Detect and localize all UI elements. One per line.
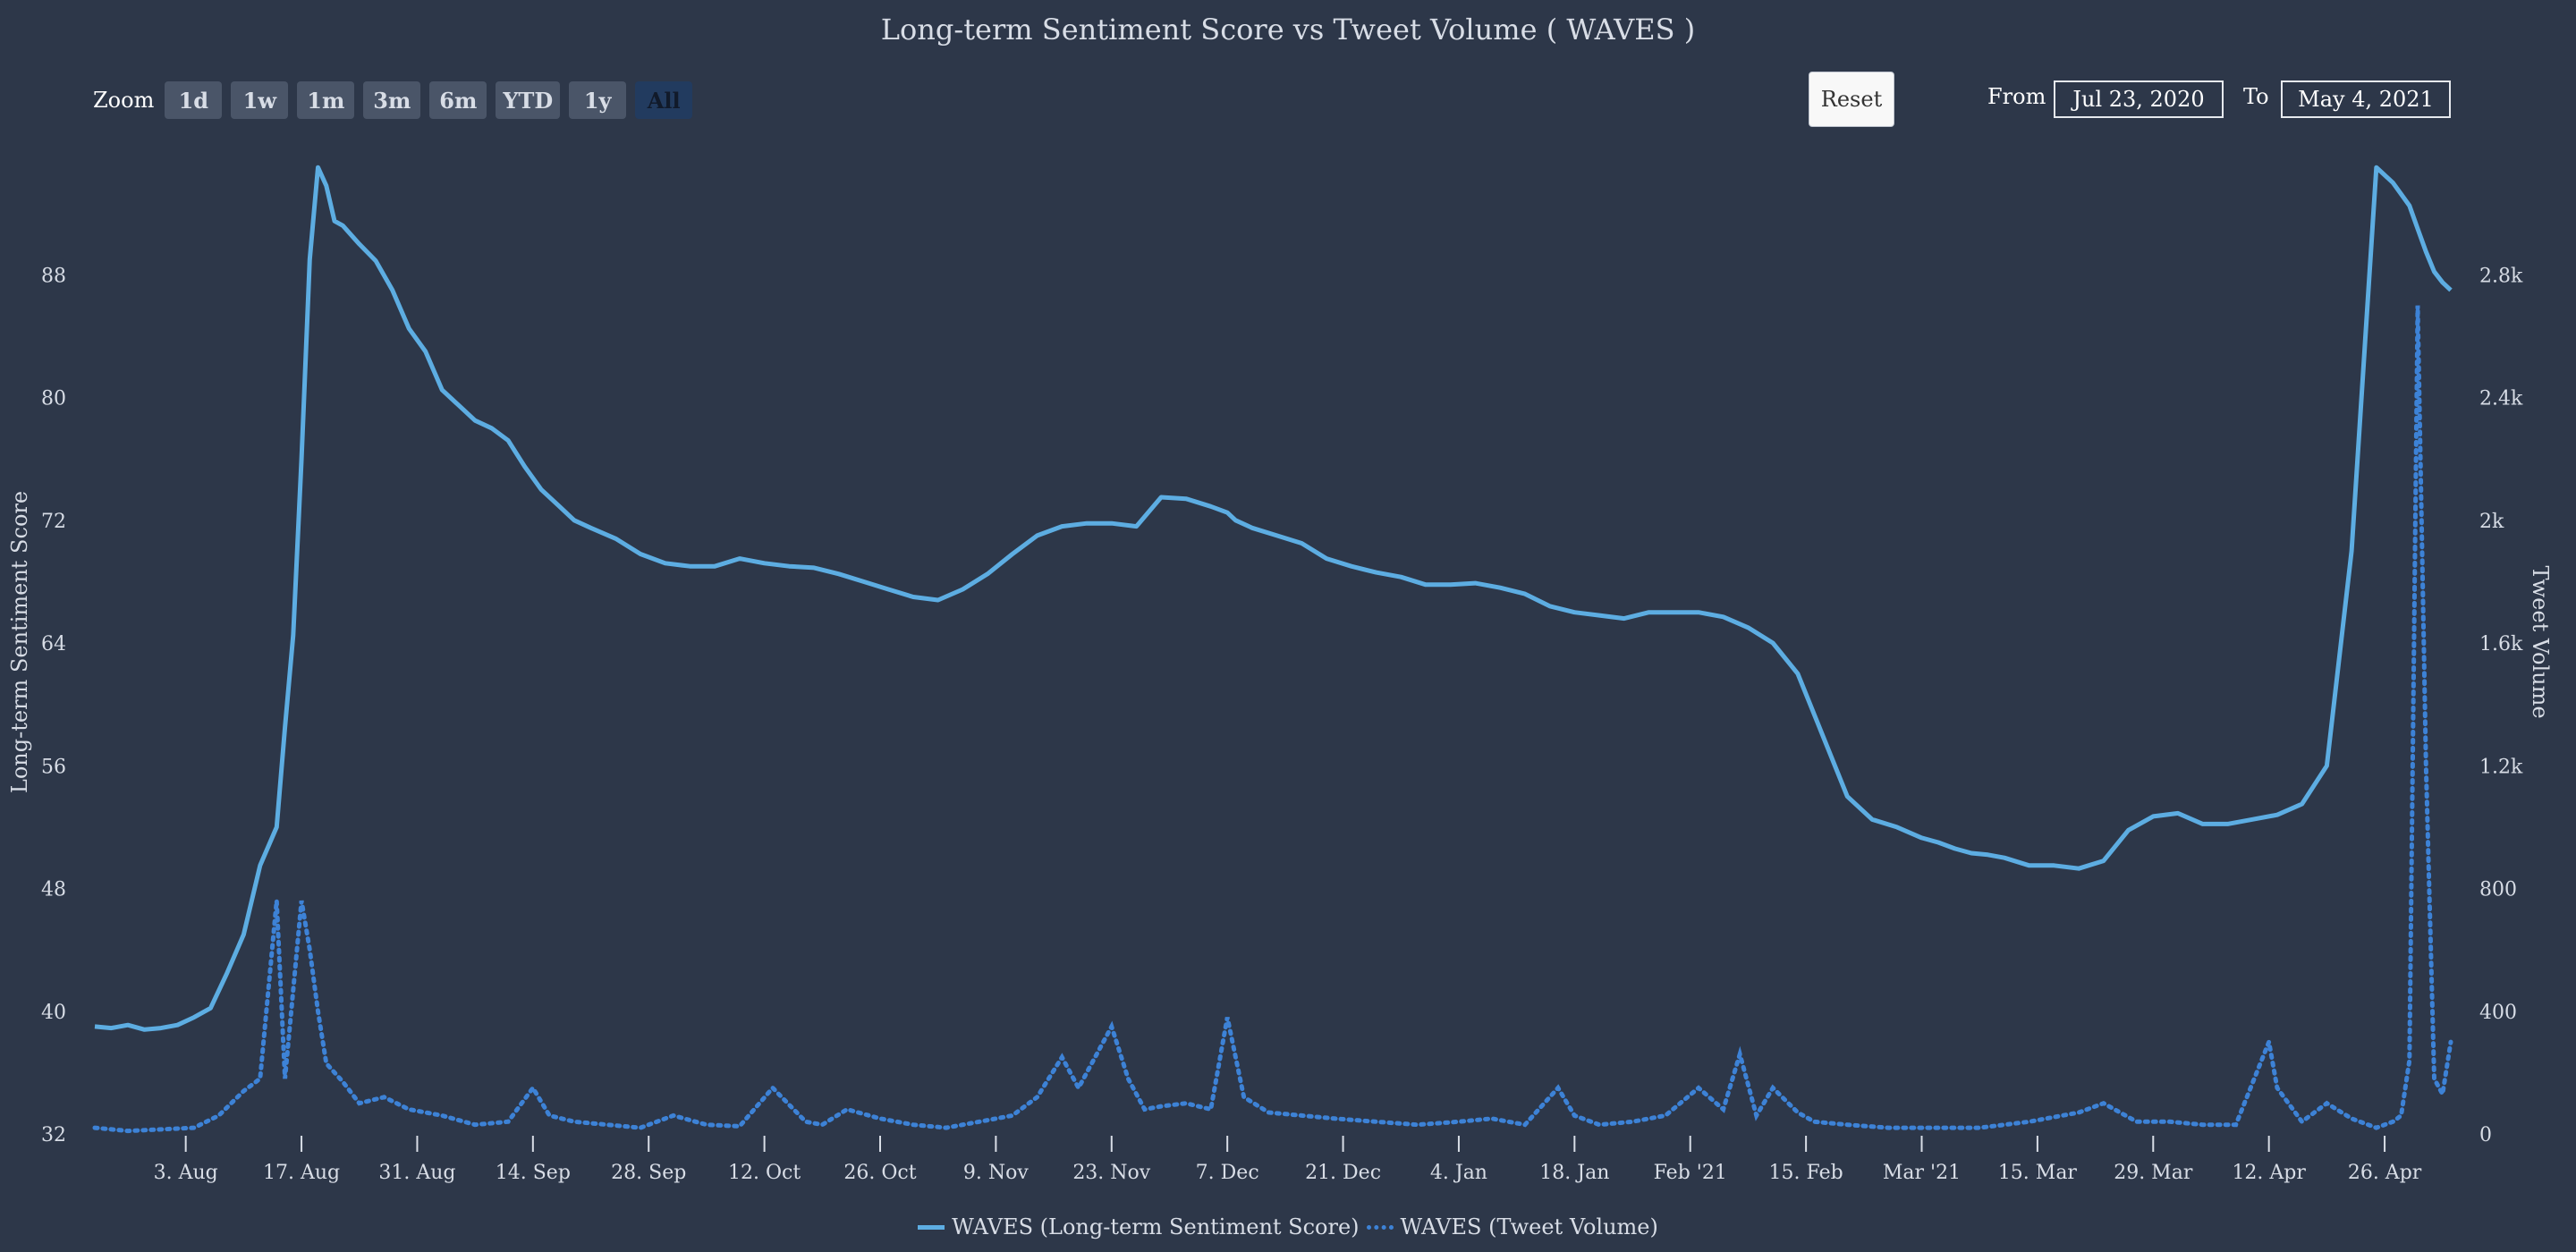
y-axis-right-title: Tweet Volume: [2528, 565, 2553, 718]
y-left-tick-label: 72: [41, 511, 66, 533]
x-tick-label: 18. Jan: [1539, 1162, 1609, 1184]
y-right-tick-label: 2.4k: [2479, 388, 2523, 410]
legend-item-volume[interactable]: WAVES (Tweet Volume): [1366, 1214, 1658, 1239]
y-right-tick-label: 400: [2479, 1002, 2517, 1024]
range-from-label: From: [1987, 84, 2046, 109]
y-axis-left-title: Long-term Sentiment Score: [7, 491, 32, 793]
y-right-tick-label: 1.6k: [2479, 633, 2523, 656]
x-tick-label: Mar '21: [1883, 1162, 1961, 1184]
zoom-label: Zoom: [93, 88, 155, 113]
x-axis: 3. Aug 17. Aug 31. Aug 14. Sep 28. Sep 12. Oc…: [154, 1136, 2422, 1184]
x-tick-label: 3. Aug: [154, 1162, 218, 1184]
x-tick-label: 15. Mar: [1998, 1162, 2078, 1184]
zoom-6m-button[interactable]: 6m: [429, 81, 487, 119]
x-tick-label: 29. Mar: [2114, 1162, 2193, 1184]
y-axis-right: 0 400 800 1.2k 1.6k 2k 2.4k 2.8k: [2479, 265, 2523, 1146]
y-left-tick-label: 80: [41, 388, 66, 410]
legend-item-sentiment[interactable]: WAVES (Long-term Sentiment Score): [918, 1214, 1360, 1239]
x-tick-label: 17. Aug: [263, 1162, 340, 1184]
series-line-tweet-volume[interactable]: [92, 305, 2453, 1134]
x-tick-label: 28. Sep: [611, 1162, 686, 1184]
legend-label-volume: WAVES (Tweet Volume): [1400, 1214, 1658, 1239]
x-tick-label: 21. Dec: [1305, 1162, 1381, 1184]
y-right-tick-label: 0: [2479, 1124, 2492, 1146]
y-left-tick-label: 64: [41, 633, 66, 656]
range-to-label: To: [2243, 84, 2269, 109]
x-tick-label: 15. Feb: [1769, 1162, 1843, 1184]
x-tick-label: 26. Oct: [843, 1162, 916, 1184]
reset-zoom-button[interactable]: Reset: [1809, 72, 1894, 127]
legend-label-sentiment: WAVES (Long-term Sentiment Score): [952, 1214, 1360, 1239]
y-left-tick-label: 40: [41, 1002, 66, 1024]
y-right-tick-label: 1.2k: [2479, 756, 2523, 778]
range-from-input[interactable]: Jul 23, 2020: [2054, 80, 2224, 118]
y-right-tick-label: 800: [2479, 879, 2517, 901]
zoom-1y-button[interactable]: 1y: [569, 81, 627, 119]
zoom-1d-button[interactable]: 1d: [165, 81, 223, 119]
chart-legend: WAVES (Long-term Sentiment Score) WAVES …: [0, 1214, 2576, 1239]
y-left-tick-label: 88: [41, 265, 66, 287]
y-right-tick-label: 2k: [2479, 511, 2504, 533]
legend-swatch-dotted-icon: [1366, 1224, 1394, 1230]
x-tick-label: 31. Aug: [378, 1162, 455, 1184]
legend-swatch-solid-icon: [918, 1224, 945, 1230]
x-tick-label: 14. Sep: [496, 1162, 571, 1184]
series-line-sentiment[interactable]: [94, 165, 2453, 1032]
y-left-tick-label: 32: [41, 1124, 66, 1146]
zoom-3m-button[interactable]: 3m: [363, 81, 421, 119]
y-axis-left: 32 40 48 56 64 72 80 88: [41, 265, 66, 1146]
x-tick-label: 26. Apr: [2348, 1162, 2422, 1184]
series-layer: [92, 165, 2453, 1134]
zoom-ytd-button[interactable]: YTD: [496, 81, 561, 119]
x-tick-label: 12. Apr: [2232, 1162, 2306, 1184]
zoom-1m-button[interactable]: 1m: [297, 81, 355, 119]
zoom-1w-button[interactable]: 1w: [231, 81, 289, 119]
range-to-input[interactable]: May 4, 2021: [2281, 80, 2451, 118]
y-left-tick-label: 56: [41, 756, 66, 778]
chart-title: Long-term Sentiment Score vs Tweet Volum…: [880, 13, 1696, 47]
x-tick-label: Feb '21: [1654, 1162, 1727, 1184]
x-tick-label: 23. Nov: [1072, 1162, 1150, 1184]
x-tick-label: 12. Oct: [728, 1162, 801, 1184]
x-tick-label: 7. Dec: [1196, 1162, 1259, 1184]
zoom-toolbar: Zoom 1d 1w 1m 3m 6m YTD 1y All: [93, 80, 693, 120]
y-right-tick-label: 2.8k: [2479, 265, 2523, 287]
x-tick-label: 9. Nov: [963, 1162, 1029, 1184]
x-tick-label: 4. Jan: [1430, 1162, 1487, 1184]
y-left-tick-label: 48: [41, 879, 66, 901]
zoom-all-button[interactable]: All: [635, 81, 693, 119]
